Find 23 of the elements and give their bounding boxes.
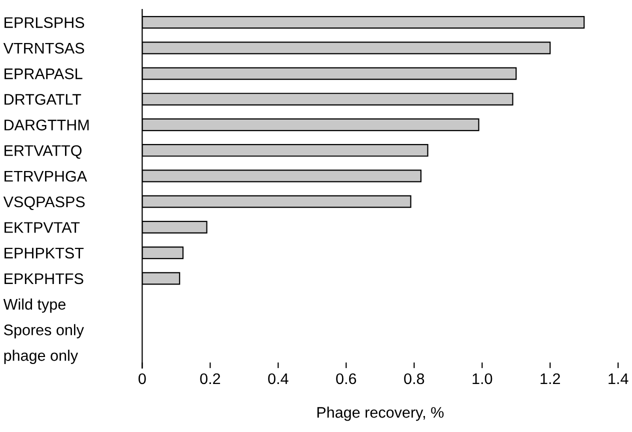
x-axis-title: Phage recovery, % xyxy=(317,406,444,421)
x-tick-label: 1.0 xyxy=(472,373,492,384)
x-tick-label: 0.4 xyxy=(268,373,288,384)
y-tick-label: Wild type xyxy=(3,298,66,313)
y-tick-label: ETRVPHGA xyxy=(4,170,88,182)
y-tick-label: EPKPHTFS xyxy=(4,273,84,284)
y-tick-label: EKTPVTAT xyxy=(4,222,80,233)
x-tick-label: 0.6 xyxy=(336,373,356,384)
y-tick-label: EPRAPASL xyxy=(4,68,82,80)
y-tick-label: EPRLSPHS xyxy=(4,17,84,28)
x-tick-label: 1.4 xyxy=(608,373,628,384)
y-tick-label: Spores only xyxy=(4,324,84,338)
x-tick-label: 0.8 xyxy=(404,373,424,384)
y-tick-label: ERTVATTQ xyxy=(4,145,82,159)
y-tick-label: VSQPASPS xyxy=(3,196,85,210)
y-tick-label: phage only xyxy=(4,350,78,364)
x-tick-label: 0 xyxy=(138,373,146,384)
x-tick-label: 0.2 xyxy=(200,373,220,384)
y-tick-label: VTRNTSAS xyxy=(3,42,84,54)
y-tick-label: EPHPKTST xyxy=(4,248,84,258)
y-tick-label: DRTGATLT xyxy=(4,94,82,105)
x-tick-label: 1.2 xyxy=(540,373,560,384)
y-tick-label: DARGTTHM xyxy=(4,120,89,130)
